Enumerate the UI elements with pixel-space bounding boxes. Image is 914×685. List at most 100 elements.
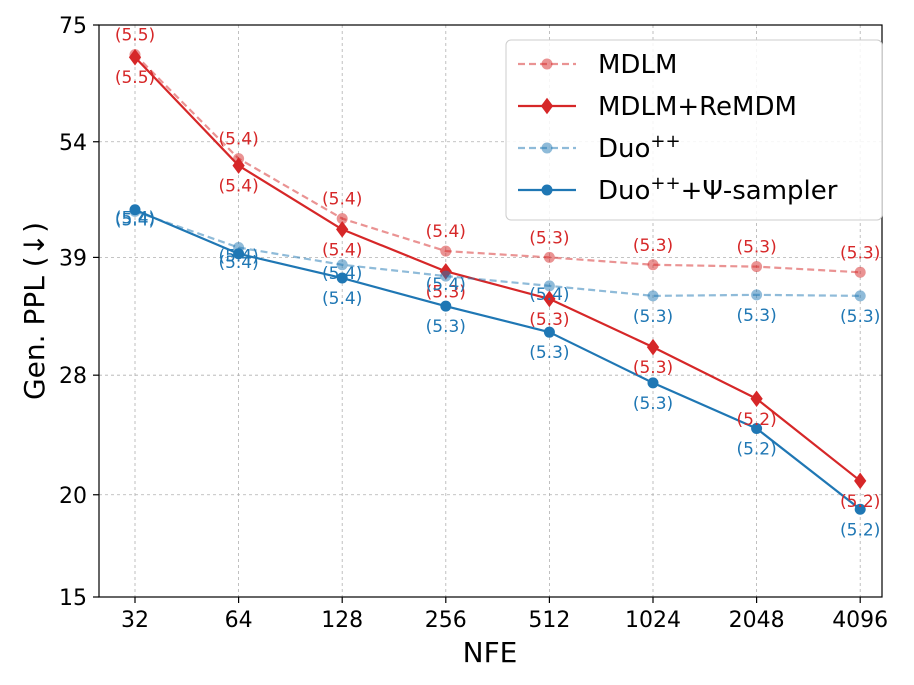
- data-label: (5.3): [633, 394, 673, 414]
- legend-marker: [540, 97, 554, 115]
- data-label: (5.4): [426, 275, 466, 295]
- legend-item-2: MDLM+ReMDM: [518, 92, 797, 122]
- data-label: (5.5): [115, 68, 155, 88]
- x-tick-label: 64: [225, 608, 253, 633]
- data-label: (5.5): [115, 26, 155, 46]
- legend-label-text: Duo: [598, 134, 650, 164]
- series-3-point: [336, 259, 348, 271]
- data-label: (5.3): [529, 228, 569, 248]
- series-4-point: [647, 377, 659, 389]
- data-label: (5.4): [426, 222, 466, 242]
- data-labels: (5.5)(5.4)(5.4)(5.4) (5.3) (5.3) (5.3) (5.3)…: [115, 26, 881, 541]
- data-label: (5.4): [322, 289, 362, 309]
- data-label: (5.3): [633, 236, 673, 256]
- data-label: (5.4): [115, 209, 155, 229]
- legend-label-text: Duo: [598, 176, 650, 206]
- series-2-point: [646, 338, 660, 356]
- series-1-line: [134, 53, 861, 274]
- legend-label-superscript: ++: [650, 131, 680, 152]
- data-label: (5.3): [736, 306, 776, 326]
- series-1-point: [543, 251, 555, 263]
- data-label: (5.4): [218, 253, 258, 273]
- y-tick-label: 39: [59, 246, 87, 271]
- y-tick-label: 54: [59, 131, 87, 156]
- data-label: (5.3): [840, 243, 880, 263]
- legend-marker: [541, 58, 553, 70]
- legend-item-3: Duo++: [518, 131, 681, 165]
- x-tick-label: 4096: [832, 608, 888, 633]
- data-label: (5.3): [426, 317, 466, 337]
- series-3-point: [543, 280, 555, 292]
- data-label: (5.4): [529, 285, 569, 305]
- y-tick-label: 20: [59, 484, 87, 509]
- data-label: (5.4): [218, 247, 258, 267]
- series-3-point: [751, 289, 763, 301]
- series-4-point: [129, 204, 141, 216]
- x-tick-label: 1024: [625, 608, 681, 633]
- legend-label: Duo++: [598, 131, 681, 165]
- legend-label: Duo+++Ψ-sampler: [598, 173, 838, 207]
- data-label: (5.4): [322, 190, 362, 210]
- series-4-point: [233, 248, 245, 260]
- axis-ticks: 32 64 128 256 512 1024 2048 4096 15 20 28 39 54 75: [59, 14, 888, 633]
- data-label: (5.3): [736, 238, 776, 258]
- x-tick-label: 2048: [729, 608, 785, 633]
- series-4-line: [134, 208, 861, 511]
- legend-label-text: MDLM: [598, 50, 677, 80]
- series-2-point: [854, 472, 867, 490]
- data-label: (5.4): [322, 264, 362, 284]
- legend-marker: [541, 184, 553, 196]
- legend-label-text: MDLM+ReMDM: [598, 92, 797, 122]
- x-tick-label: 512: [528, 608, 570, 633]
- series-3-point: [854, 290, 866, 302]
- series-4: [129, 204, 866, 515]
- data-label: (5.2): [840, 520, 880, 540]
- data-label: (5.2): [736, 410, 776, 430]
- y-axis-label: Gen. PPL (↓): [18, 222, 51, 400]
- series-3-point: [647, 290, 659, 302]
- legend-label: MDLM+ReMDM: [598, 92, 797, 122]
- series-1-point: [854, 266, 866, 278]
- data-label: (5.4): [218, 130, 258, 150]
- data-label: (5.3): [529, 310, 569, 330]
- x-tick-label: 32: [121, 608, 149, 633]
- data-label: (5.4): [322, 240, 362, 260]
- series-1-point: [647, 259, 659, 271]
- data-label: (5.3): [426, 282, 466, 302]
- series-2-line: [134, 56, 861, 482]
- series-3-line: [134, 210, 861, 297]
- y-tick-label: 15: [59, 586, 87, 611]
- series-1-point: [751, 261, 763, 273]
- data-label: (5.3): [840, 307, 880, 327]
- legend-item-4: Duo+++Ψ-sampler: [518, 173, 838, 207]
- data-label: (5.2): [736, 439, 776, 459]
- series-2-point: [128, 48, 142, 66]
- series-4-point: [751, 422, 763, 434]
- legend-box: [505, 39, 883, 221]
- y-tick-label: 28: [59, 364, 87, 389]
- data-label: (5.4): [218, 177, 258, 197]
- x-tick-label: 128: [321, 608, 363, 633]
- x-tick-label: 256: [425, 608, 467, 633]
- series-4-point: [336, 272, 348, 284]
- series-1-point: [440, 245, 452, 257]
- series-1-point: [336, 213, 348, 225]
- series-2-point: [232, 157, 245, 174]
- legend-label: MDLM: [598, 50, 677, 80]
- x-axis-label: NFE: [463, 636, 518, 669]
- legend-marker: [541, 142, 553, 154]
- data-label: (5.3): [633, 307, 673, 327]
- series-4-point: [543, 326, 555, 338]
- series-group: [128, 48, 867, 515]
- y-tick-label: 75: [59, 14, 87, 39]
- series-2-point: [750, 390, 763, 408]
- series-4-point: [854, 503, 866, 515]
- legend-item-1: MDLM: [518, 50, 677, 80]
- data-label: (5.3): [633, 358, 673, 378]
- data-label: (5.3): [529, 343, 569, 363]
- series-4-point: [440, 300, 452, 312]
- legend-label-superscript: ++: [650, 173, 680, 194]
- series-3-point: [440, 270, 452, 282]
